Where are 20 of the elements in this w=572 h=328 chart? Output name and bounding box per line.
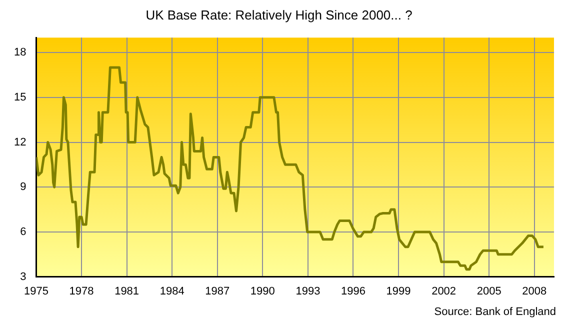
x-tick-label: 1999 [386,285,411,298]
x-tick-label: 1987 [205,285,230,298]
x-tick-label: 1981 [114,285,140,298]
x-tick-label: 1996 [340,285,366,298]
x-tick-label: 2008 [522,285,547,298]
x-tick-label: 2002 [432,285,456,298]
y-tick-label: 15 [14,91,26,104]
chart-title: UK Base Rate: Relatively High Since 2000... ? [146,7,412,22]
x-tick-label: 1990 [250,285,275,298]
x-tick-label: 1975 [24,285,48,298]
y-tick-label: 12 [14,136,26,148]
x-tick-label: 1993 [296,285,320,298]
x-tick-label: 2005 [476,285,502,298]
y-tick-label: 3 [20,270,26,283]
x-tick-label: 1978 [69,285,94,298]
y-tick-label: 6 [20,226,26,238]
y-tick-label: 18 [14,46,26,59]
source-note: Source: Bank of England [434,306,556,318]
y-tick-label: 9 [20,181,26,194]
x-tick-label: 1984 [160,285,184,298]
